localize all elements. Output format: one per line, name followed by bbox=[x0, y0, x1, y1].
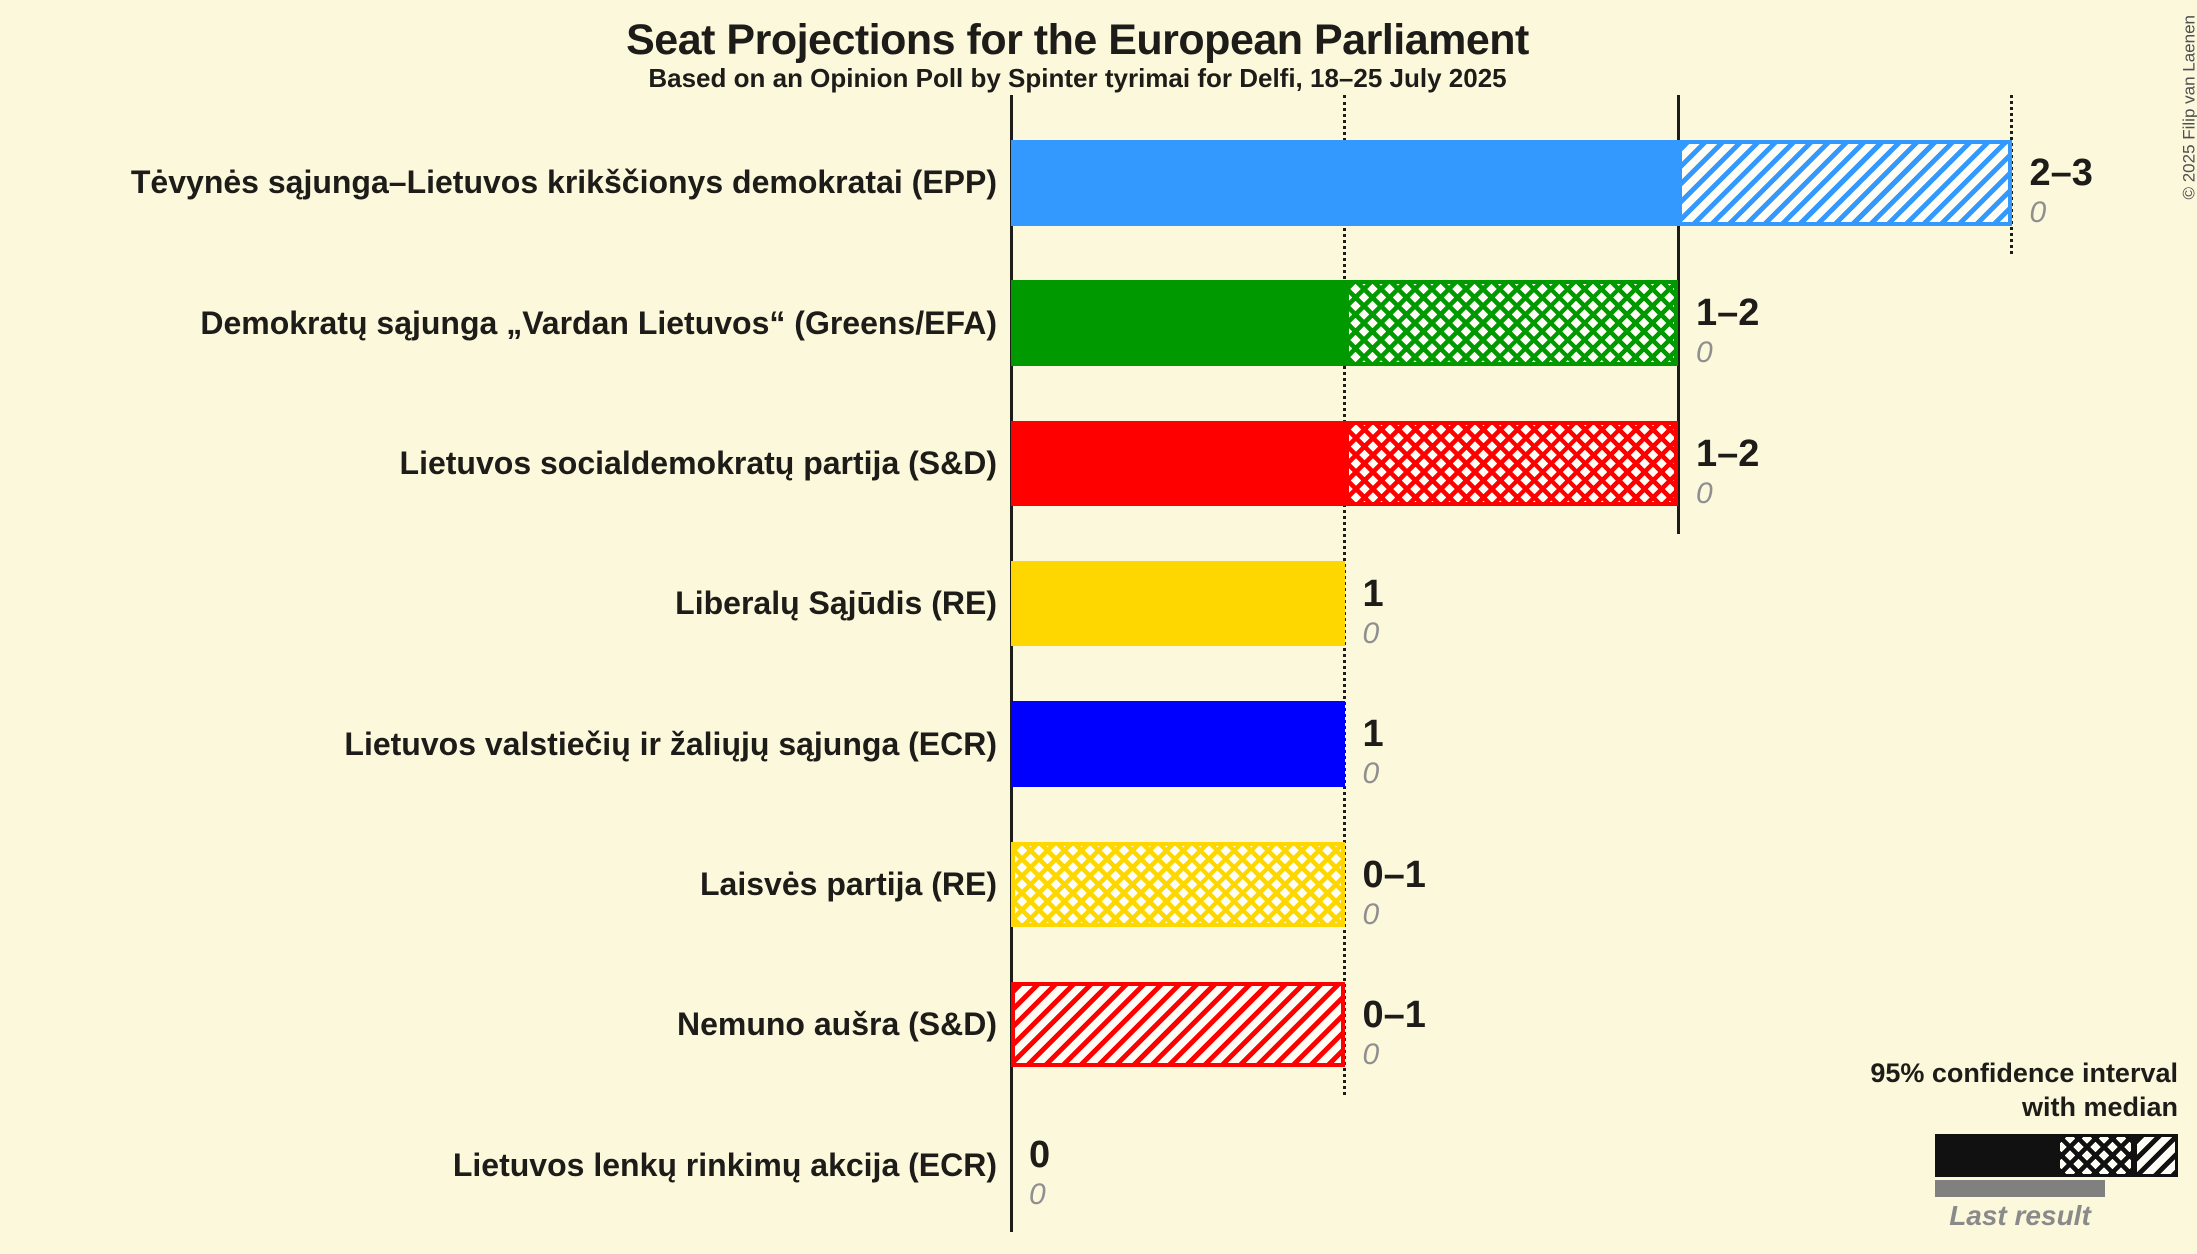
legend-confidence-bar bbox=[1935, 1134, 2178, 1177]
bar-crosshatch-segment bbox=[1344, 420, 1678, 507]
confidence-bar bbox=[1011, 280, 1678, 366]
bar-solid-segment bbox=[1011, 420, 1345, 507]
gridline-1-seats bbox=[1343, 95, 1346, 1096]
seat-range-label: 1 bbox=[1362, 713, 1384, 756]
last-result-value: 0 bbox=[1029, 1178, 1046, 1212]
value-block: 0–1 0 bbox=[1363, 836, 1426, 932]
confidence-bar bbox=[1011, 701, 1345, 787]
bar-solid-segment bbox=[1011, 560, 1345, 647]
party-label: Lietuvos socialdemokratų partija (S&D) bbox=[399, 444, 997, 481]
confidence-bar bbox=[1011, 420, 1678, 507]
bar-crosshatch-segment bbox=[1344, 280, 1678, 366]
bar-diagonal-segment bbox=[1678, 140, 2012, 226]
last-result-value: 0 bbox=[1362, 757, 1380, 791]
legend-last-result-bar bbox=[1935, 1180, 2105, 1197]
bar-solid-segment bbox=[1011, 280, 1345, 366]
confidence-bar bbox=[1011, 841, 1345, 928]
party-label: Nemuno aušra (S&D) bbox=[676, 1006, 997, 1043]
party-label: Demokratų sąjunga „Vardan Lietuvos“ (Gre… bbox=[200, 304, 997, 341]
legend-crosshatch-segment bbox=[2056, 1134, 2135, 1177]
gridline-3-seats bbox=[2010, 95, 2013, 254]
value-block: 1–2 0 bbox=[1696, 415, 1759, 511]
bar-diagonal-segment bbox=[1011, 981, 1345, 1068]
value-block: 0–1 0 bbox=[1363, 976, 1426, 1072]
legend-solid-segment bbox=[1935, 1134, 2057, 1177]
value-block: 1 0 bbox=[1363, 695, 1384, 791]
seat-range-label: 2–3 bbox=[2029, 152, 2093, 194]
last-result-value: 0 bbox=[2029, 196, 2047, 229]
value-block: 1 0 bbox=[1363, 555, 1384, 651]
last-result-value: 0 bbox=[1362, 897, 1380, 931]
party-label: Lietuvos lenkų rinkimų akcija (ECR) bbox=[452, 1146, 997, 1183]
value-block: 1–2 0 bbox=[1696, 274, 1759, 370]
gridline-2-seats bbox=[1676, 95, 1680, 535]
seat-range-label: 1–2 bbox=[1696, 292, 1760, 335]
seat-range-label: 0 bbox=[1029, 1134, 1051, 1177]
party-label: Liberalų Sąjūdis (RE) bbox=[675, 585, 997, 622]
bar-solid-segment bbox=[1011, 701, 1345, 787]
last-result-value: 0 bbox=[1362, 616, 1380, 650]
bar-crosshatch-segment bbox=[1011, 841, 1345, 928]
confidence-bar bbox=[1011, 560, 1345, 647]
confidence-bar bbox=[1011, 140, 2012, 226]
last-result-value: 0 bbox=[1696, 336, 1713, 370]
value-block: 0 0 bbox=[1029, 1116, 1050, 1212]
chart-subtitle: Based on an Opinion Poll by Spinter tyri… bbox=[648, 63, 1507, 93]
seat-range-label: 1 bbox=[1362, 572, 1384, 615]
confidence-bar bbox=[1011, 981, 1345, 1068]
gridline-0-seats bbox=[1009, 95, 1013, 1232]
last-result-value: 0 bbox=[1696, 476, 1713, 510]
party-label: Lietuvos valstiečių ir žaliųjų sąjunga (… bbox=[344, 725, 997, 762]
bar-solid-segment bbox=[1011, 140, 1678, 226]
seat-range-label: 1–2 bbox=[1696, 432, 1760, 475]
seat-range-label: 0–1 bbox=[1362, 993, 1426, 1036]
legend-title-line1: 95% confidence interval bbox=[1870, 1058, 2178, 1088]
last-result-value: 0 bbox=[1362, 1037, 1380, 1071]
legend-last-result-label: Last result bbox=[1949, 1200, 2091, 1231]
party-label: Tėvynės sąjunga–Lietuvos krikščionys dem… bbox=[130, 164, 997, 201]
value-block: 2–3 0 bbox=[2030, 134, 2093, 230]
party-label: Laisvės partija (RE) bbox=[700, 865, 997, 902]
seat-range-label: 0–1 bbox=[1362, 853, 1426, 896]
legend-diagonal-segment bbox=[2134, 1134, 2178, 1177]
legend-title-line2: with median bbox=[2021, 1092, 2178, 1122]
copyright-note: © 2025 Filip van Laenen bbox=[2180, 15, 2197, 200]
chart-title: Seat Projections for the European Parlia… bbox=[626, 16, 1529, 64]
